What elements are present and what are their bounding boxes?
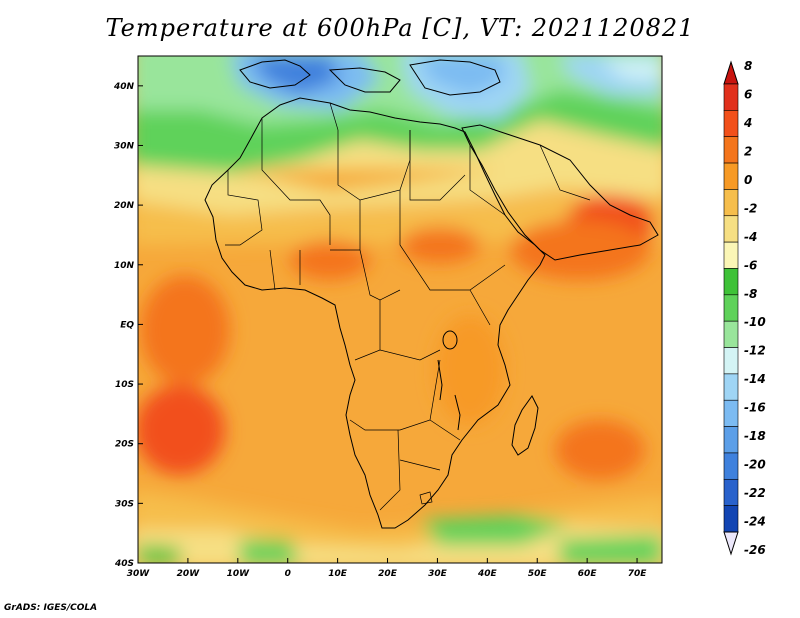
colorbar-swatch [723, 399, 739, 427]
latitude-axis: 40N 30N 20N 10N EQ 10S 20S 30S 40S [113, 82, 143, 569]
coastlines [204, 59, 659, 529]
lat-tick-label: 10N [114, 261, 135, 271]
lon-tick-label: 20E [378, 569, 398, 579]
lon-tick-label: 30E [428, 569, 448, 579]
temperature-field [138, 56, 662, 563]
colorbar-swatch [723, 478, 739, 506]
colorbar-swatch [723, 162, 739, 190]
colorbar-swatch [723, 189, 739, 217]
colorbar-label: -6 [744, 258, 757, 272]
colorbar-label: 8 [744, 59, 752, 73]
map-frame [137, 55, 663, 564]
lat-tick-label: 20S [115, 440, 134, 450]
lon-tick-label: 0 [285, 569, 291, 579]
lon-tick-label: 20W [177, 569, 201, 579]
lat-tick-label: 40S [114, 559, 134, 569]
lon-tick-label: 70E [628, 569, 648, 579]
colorbar-swatch [723, 268, 739, 296]
country-borders [225, 102, 591, 511]
lon-tick-label: 50E [528, 569, 548, 579]
colorbar-label: -10 [744, 315, 766, 329]
colorbar-label: -18 [744, 429, 766, 443]
colorbar-label: 6 [744, 87, 752, 101]
colorbar-swatch [723, 215, 739, 243]
colorbar-label: -24 [744, 515, 766, 529]
colorbar-swatch [723, 136, 739, 164]
colorbar: 8 6 4 2 0 -2 -4 -6 -8 -10 -12 -14 -16 -18 -20 -22 -24 -26 [723, 59, 766, 557]
colorbar-swatch [723, 505, 739, 533]
lon-tick-label: 30W [127, 569, 151, 579]
colorbar-label: 0 [744, 173, 752, 187]
lon-tick-label: 40E [477, 569, 498, 579]
colorbar-label: -2 [744, 201, 757, 215]
lat-tick-label: 10S [115, 380, 134, 390]
colorbar-label: 4 [743, 116, 752, 130]
lat-tick-label: 40N [113, 82, 135, 92]
colorbar-label: -4 [744, 230, 757, 244]
lon-tick-label: 10W [227, 569, 251, 579]
lon-tick-label: 60E [578, 569, 598, 579]
colorbar-label: -8 [744, 287, 757, 301]
grads-credit: GrADS: IGES/COLA [4, 603, 98, 613]
colorbar-swatch [723, 373, 739, 401]
colorbar-label: -22 [744, 486, 766, 500]
lat-tick-label: 30S [115, 499, 134, 509]
lat-tick-label: 20N [114, 201, 135, 211]
colorbar-label: -16 [744, 401, 766, 415]
colorbar-max-arrow [723, 60, 739, 85]
colorbar-swatch [723, 320, 739, 348]
colorbar-label: -14 [744, 372, 766, 386]
colorbar-swatch [723, 241, 739, 269]
colorbar-swatch [723, 294, 739, 322]
colorbar-label: -20 [744, 458, 766, 472]
lat-tick-label: 30N [114, 141, 135, 151]
colorbar-swatch [723, 452, 739, 480]
colorbar-label: 2 [744, 144, 752, 158]
colorbar-swatch [723, 83, 739, 111]
colorbar-label: -12 [744, 344, 766, 358]
lat-tick-label: EQ [120, 320, 134, 330]
colorbar-min-arrow [723, 531, 739, 556]
colorbar-label: -26 [744, 543, 766, 557]
colorbar-swatch [723, 110, 739, 138]
colorbar-swatch [723, 426, 739, 454]
colorbar-swatch [723, 347, 739, 375]
longitude-axis: 30W 20W 10W 0 10E 20E 30E 40E 50E 60E 70E [127, 558, 647, 579]
lon-tick-label: 10E [328, 569, 348, 579]
map-title: Temperature at 600hPa [C], VT: 202112082… [105, 14, 695, 42]
